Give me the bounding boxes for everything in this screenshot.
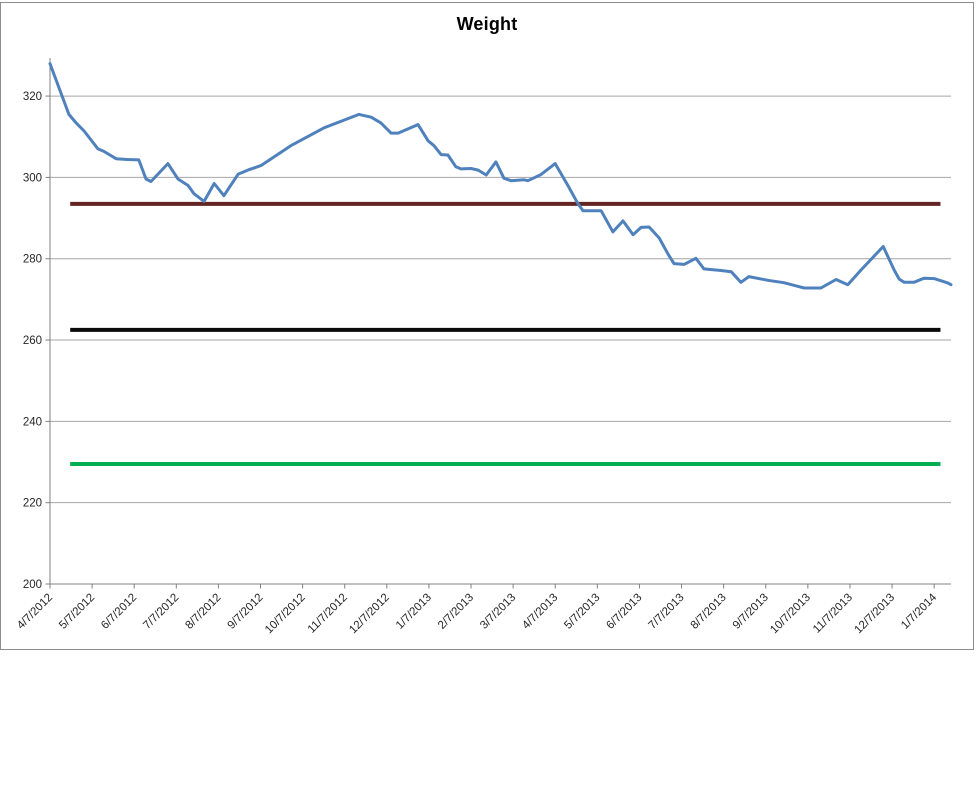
x-axis-label-3/7/2013: 3/7/2013 bbox=[478, 592, 518, 632]
x-axis-label-7/7/2012: 7/7/2012 bbox=[141, 592, 181, 632]
x-axis-label-7/7/2013: 7/7/2013 bbox=[647, 592, 687, 632]
x-axis-label-9/7/2013: 9/7/2013 bbox=[731, 592, 771, 632]
series-line-weight bbox=[48, 62, 953, 290]
y-axis-label-300: 300 bbox=[23, 172, 42, 184]
x-axis-label-12/7/2012: 12/7/2012 bbox=[347, 592, 392, 637]
chart-frame: Weight 200 220 240 260 280 300 320 4/7/2012 5/7/… bbox=[0, 2, 974, 650]
x-axis-label-5/7/2013: 5/7/2013 bbox=[562, 592, 602, 632]
y-axis-label-240: 240 bbox=[23, 416, 42, 428]
x-axis-label-10/7/2012: 10/7/2012 bbox=[263, 592, 308, 637]
x-axis-label-8/7/2012: 8/7/2012 bbox=[183, 592, 223, 632]
y-axis-label-280: 280 bbox=[23, 254, 42, 266]
x-axis-label-2/7/2013: 2/7/2013 bbox=[436, 592, 476, 632]
x-axis-label-1/7/2013: 1/7/2013 bbox=[394, 592, 434, 632]
x-axis-label-6/7/2012: 6/7/2012 bbox=[99, 592, 139, 632]
x-axis-label-6/7/2013: 6/7/2013 bbox=[604, 592, 644, 632]
y-axis-label-320: 320 bbox=[23, 91, 42, 103]
y-axis-label-220: 220 bbox=[23, 498, 42, 510]
x-axis-label-4/7/2012: 4/7/2012 bbox=[15, 592, 55, 632]
y-axis-label-260: 260 bbox=[23, 335, 42, 347]
x-axis-label-9/7/2012: 9/7/2012 bbox=[225, 592, 265, 632]
x-axis-label-5/7/2012: 5/7/2012 bbox=[57, 592, 97, 632]
x-axis-label-11/7/2012: 11/7/2012 bbox=[306, 592, 350, 636]
x-axis-label-10/7/2013: 10/7/2013 bbox=[768, 592, 813, 637]
x-axis-label-1/7/2014: 1/7/2014 bbox=[899, 591, 940, 632]
x-axis-label-8/7/2013: 8/7/2013 bbox=[689, 592, 729, 632]
chart-title: Weight bbox=[456, 14, 518, 34]
y-axis-label-200: 200 bbox=[23, 579, 42, 591]
x-axis-label-11/7/2013: 11/7/2013 bbox=[811, 592, 855, 636]
x-axis-label-4/7/2013: 4/7/2013 bbox=[520, 592, 560, 632]
x-axis-label-12/7/2013: 12/7/2013 bbox=[853, 592, 898, 637]
